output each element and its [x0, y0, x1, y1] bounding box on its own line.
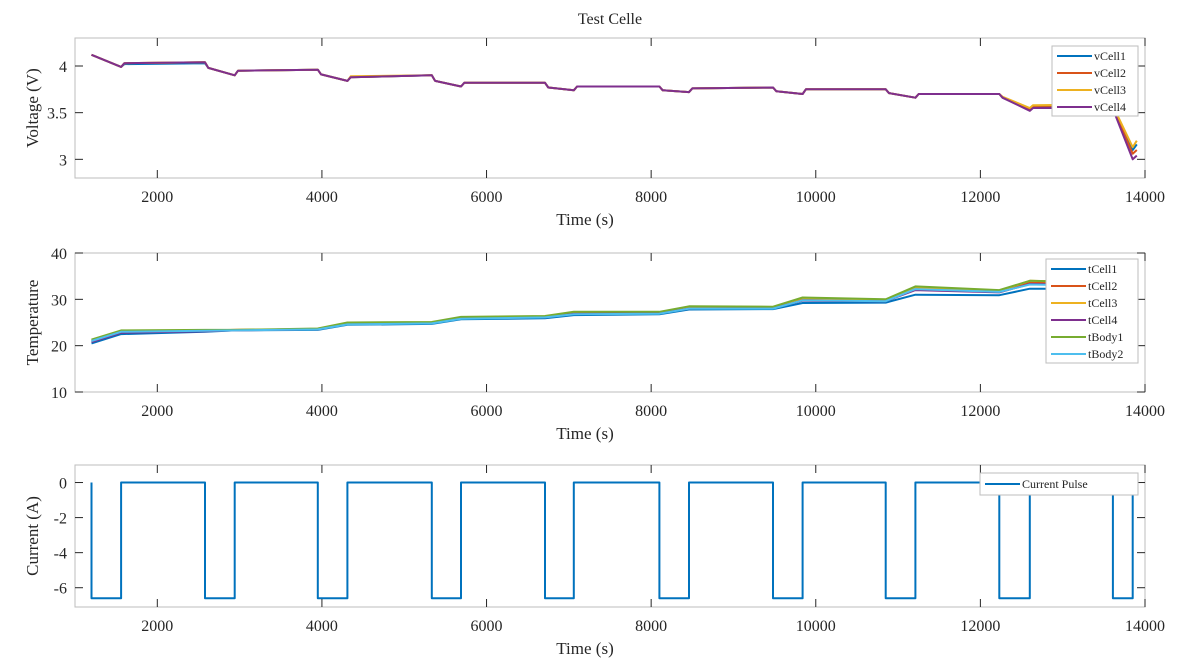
series-line-current-pulse	[90, 481, 1134, 600]
x-tick-label: 14000	[1125, 618, 1165, 635]
current-axes: 2000 4000 6000 8000 10000 12000 14000 -6 -4 -2 0 Ti…	[23, 464, 1165, 658]
legend: tCell1 tCell2 tCell3 tCell4 tBody1 tBody2	[1045, 258, 1139, 364]
y-tick-label: 30	[51, 292, 67, 309]
figure-title: Test Celle	[578, 11, 642, 28]
x-tick-label: 4000	[306, 618, 338, 635]
x-tick-label: 8000	[635, 403, 667, 420]
legend-label: tBody1	[1088, 330, 1123, 344]
x-tick-label: 12000	[960, 403, 1000, 420]
legend-label: vCell2	[1094, 66, 1126, 80]
x-tick-label: 12000	[960, 618, 1000, 635]
x-tick-label: 2000	[141, 618, 173, 635]
x-tick-label: 6000	[471, 189, 503, 206]
x-axis-label: Time (s)	[556, 210, 613, 229]
y-tick-label: 4	[59, 59, 67, 76]
x-tick-label: 2000	[141, 189, 173, 206]
x-tick-label: 4000	[306, 189, 338, 206]
y-tick-label: -6	[54, 581, 67, 598]
y-tick-label: 20	[51, 339, 67, 356]
legend-label: tCell3	[1088, 296, 1117, 310]
x-tick-label: 14000	[1125, 403, 1165, 420]
x-tick-label: 6000	[471, 618, 503, 635]
legend-label: tCell2	[1088, 279, 1117, 293]
series-line-tbody2	[91, 283, 1133, 342]
legend-label: vCell1	[1094, 49, 1126, 63]
legend-box	[979, 472, 1139, 496]
plot-area	[74, 464, 1146, 608]
x-tick-label: 12000	[960, 189, 1000, 206]
legend-label: tBody2	[1088, 347, 1123, 361]
x-tick-label: 6000	[471, 403, 503, 420]
x-tick-label: 10000	[796, 189, 836, 206]
x-tick-label: 10000	[796, 618, 836, 635]
x-tick-label: 14000	[1125, 189, 1165, 206]
plot-area	[74, 37, 1146, 179]
legend: Current Pulse	[979, 472, 1139, 496]
legend-label: vCell3	[1094, 83, 1126, 97]
legend-label: tCell1	[1088, 262, 1117, 276]
temperature-axes: 2000 4000 6000 8000 10000 12000 14000 10 20 30 40 T…	[23, 246, 1165, 443]
x-tick-label: 10000	[796, 403, 836, 420]
y-tick-label: 3	[59, 152, 67, 169]
x-axis-label: Time (s)	[556, 639, 613, 658]
x-tick-label: 4000	[306, 403, 338, 420]
voltage-axes: 2000 4000 6000 8000 10000 12000 14000 3 3.5 4 Time…	[23, 37, 1165, 229]
y-axis-label: Temperature	[23, 280, 42, 366]
y-tick-label: -4	[54, 546, 67, 563]
x-tick-label: 2000	[141, 403, 173, 420]
legend-box	[1045, 258, 1139, 364]
x-axis-label: Time (s)	[556, 424, 613, 443]
y-tick-label: 10	[51, 385, 67, 402]
legend-label: tCell4	[1088, 313, 1117, 327]
x-tick-label: 8000	[635, 189, 667, 206]
y-axis-label: Voltage (V)	[23, 68, 42, 147]
legend-label: vCell4	[1094, 100, 1126, 114]
series-line-vcell4	[91, 53, 1138, 161]
legend-label: Current Pulse	[1022, 477, 1088, 491]
y-tick-label: 40	[51, 246, 67, 263]
y-tick-label: -2	[54, 511, 67, 528]
y-axis-label: Current (A)	[23, 496, 42, 576]
legend: vCell1 vCell2 vCell3 vCell4	[1051, 45, 1139, 117]
y-tick-label: 3.5	[47, 106, 67, 123]
y-tick-label: 0	[59, 476, 67, 493]
x-tick-label: 8000	[635, 618, 667, 635]
plot-area	[74, 252, 1146, 393]
legend-box	[1051, 45, 1139, 117]
